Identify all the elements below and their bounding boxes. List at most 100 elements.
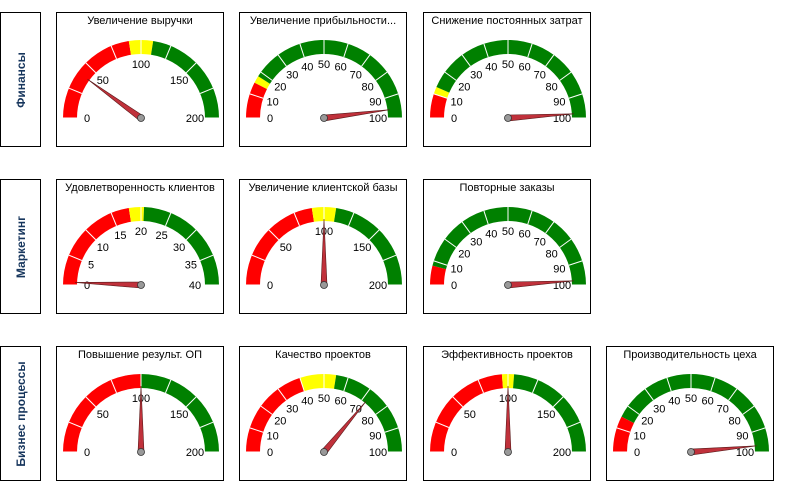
gauge-tick-line	[260, 405, 273, 415]
gauge-project-quality: Качество проектов 0 10 20 30 40 50 60 70 80 90 100	[239, 346, 407, 481]
gauge-tick-label: 60	[702, 396, 714, 408]
gauge-tick-label: 10	[451, 96, 463, 108]
gauge-tick-line	[185, 396, 197, 408]
gauge-needle-hub	[137, 281, 145, 289]
gauge-needle-hub	[137, 114, 145, 122]
gauge-tick-line	[627, 405, 640, 415]
gauge-band-red	[246, 207, 314, 285]
gauge-tick-label: 25	[156, 230, 168, 242]
gauge-tick-label: 40	[485, 62, 497, 74]
gauge-tick-line	[452, 396, 464, 408]
gauge-tick-label: 10	[267, 430, 279, 442]
gauge-tick-line	[666, 377, 672, 392]
gauge-tick-label: 80	[546, 81, 558, 93]
gauge-tick-label: 80	[729, 415, 741, 427]
gauge-tick-line	[461, 221, 471, 234]
gauge-needle-hub	[137, 448, 145, 456]
gauge-tick-line	[532, 379, 539, 394]
gauge-tick-label: 40	[485, 229, 497, 241]
gauge-title: Качество проектов	[275, 349, 371, 361]
gauge-tick-line	[527, 43, 533, 58]
gauge-tick-line	[299, 377, 305, 392]
gauge-tick-label: 30	[470, 69, 482, 81]
gauge-title: Производительность цеха	[623, 349, 757, 361]
gauge-tick-line	[375, 71, 388, 81]
gauge-band-green	[334, 207, 402, 285]
gauge-tick-label: 10	[267, 96, 279, 108]
gauge-tick-line	[382, 254, 397, 261]
gauge-tick-label: 100	[736, 447, 754, 459]
gauge-tick-line	[199, 421, 214, 428]
gauge-tick-line	[110, 45, 117, 60]
gauge-needle-hub	[504, 114, 512, 122]
gauge-tick-label: 50	[685, 393, 697, 405]
gauge-tick-line	[165, 45, 172, 60]
gauge-band-yellow	[299, 374, 337, 392]
gauge-needle-hub	[687, 448, 695, 456]
gauge-tick-label: 90	[736, 430, 748, 442]
gauge-tick-label: 50	[280, 242, 292, 254]
gauge-tick-label: 30	[653, 403, 665, 415]
gauge-tick-label: 50	[502, 59, 514, 71]
gauge-tick-label: 40	[668, 396, 680, 408]
row-label-text: Финансы	[13, 51, 28, 108]
gauge-tick-label: 0	[267, 113, 273, 125]
gauge-revenue-growth: Увеличение выручки 0 50 100 150 200	[56, 12, 224, 147]
gauge-tick-label: 10	[634, 430, 646, 442]
gauge-tick-line	[260, 71, 273, 81]
gauge-tick-label: 0	[267, 447, 273, 459]
gauge-band-red	[430, 265, 447, 285]
gauge-band-yellow	[433, 87, 450, 99]
gauge-tick-label: 200	[186, 113, 204, 125]
gauge-tick-label: 20	[458, 81, 470, 93]
gauge-band-red	[430, 93, 448, 118]
gauge-tick-label: 0	[84, 447, 90, 459]
gauge-tick-label: 70	[350, 69, 362, 81]
gauge-title: Повторные заказы	[459, 182, 555, 194]
gauge-band-red	[613, 416, 634, 452]
gauge-band-yellow	[128, 207, 145, 222]
gauge-band-green	[432, 206, 586, 285]
gauge-tick-line	[361, 388, 371, 401]
gauge-tick-label: 50	[97, 409, 109, 421]
gauge-fixed-cost-reduction: Снижение постоянных затрат 0 10 20 30 40 50 60…	[423, 12, 591, 147]
gauge-band-red	[63, 40, 131, 118]
gauge-tick-line	[616, 427, 631, 433]
gauge-tick-line	[444, 238, 457, 248]
gauge-tick-label: 80	[546, 248, 558, 260]
gauge-band-red	[430, 374, 503, 452]
gauge-title: Увеличение выручки	[87, 15, 193, 27]
gauge-tick-line	[461, 54, 471, 67]
gauge-tick-line	[384, 427, 399, 433]
gauge-tick-label: 50	[318, 59, 330, 71]
gauge-tick-label: 70	[350, 403, 362, 415]
gauge-tick-label: 30	[286, 403, 298, 415]
gauge-tick-line	[368, 229, 380, 241]
gauge-customer-satisfaction: Удовлетворенность клиентов 0 5 10 15 20 25 30 3…	[56, 179, 224, 314]
gauge-tick-label: 10	[451, 263, 463, 275]
gauge-tick-label: 40	[301, 62, 313, 74]
gauge-tick-line	[728, 388, 738, 401]
gauge-tick-line	[361, 54, 371, 67]
gauge-tick-line	[375, 405, 388, 415]
gauge-tick-line	[568, 93, 583, 99]
row-label-text: Бизнес процессы	[13, 360, 28, 467]
gauge-tick-line	[68, 87, 83, 94]
gauge-tick-line	[68, 254, 83, 261]
gauge-tick-label: 10	[97, 242, 109, 254]
gauge-band-green	[436, 39, 586, 118]
gauge-tick-label: 20	[274, 415, 286, 427]
gauge-tick-line	[559, 238, 572, 248]
gauge-tick-line	[444, 71, 457, 81]
gauge-tick-label: 60	[519, 229, 531, 241]
gauge-tick-label: 100	[369, 113, 387, 125]
gauge-tick-label: 20	[641, 415, 653, 427]
gauge-tick-label: 0	[451, 280, 457, 292]
gauge-tick-label: 15	[114, 230, 126, 242]
row-label-marketing: Маркетинг	[0, 179, 41, 314]
gauge-tick-line	[751, 427, 766, 433]
gauge-tick-line	[433, 260, 448, 266]
gauge-band-green	[334, 374, 402, 452]
gauge-tick-label: 90	[553, 96, 565, 108]
gauge-tick-label: 0	[451, 447, 457, 459]
